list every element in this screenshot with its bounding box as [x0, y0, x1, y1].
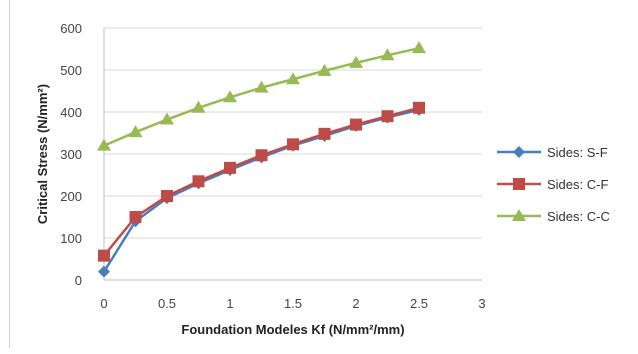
x-axis-title: Foundation Modeles Kf (N/mm²/mm) — [181, 322, 404, 337]
legend: Sides: S-F Sides: C-F Sides: C-C — [497, 145, 610, 224]
y-tick-label: 400 — [60, 105, 82, 120]
y-axis-title: Critical Stress (N/mm²) — [35, 84, 50, 224]
data-point — [318, 127, 331, 140]
legend-marker — [513, 146, 525, 158]
data-point — [255, 149, 268, 162]
data-point — [160, 112, 174, 125]
y-tick-label: 0 — [75, 273, 82, 288]
data-point — [191, 100, 206, 113]
y-tick-label: 100 — [60, 231, 82, 246]
data-point — [286, 72, 300, 85]
data-point — [380, 48, 395, 61]
data-point — [192, 175, 205, 188]
y-tick-label: 600 — [60, 21, 82, 36]
x-tick-label: 1 — [226, 296, 233, 311]
legend-item: Sides: C-F — [497, 177, 608, 192]
x-tick-label: 1.5 — [284, 296, 302, 311]
legend-label: Sides: S-F — [547, 145, 608, 160]
legend-item: Sides: S-F — [497, 145, 608, 160]
series-sides-c-f — [98, 101, 425, 262]
data-point — [224, 161, 236, 174]
data-point — [349, 55, 363, 68]
series-line — [102, 108, 420, 273]
data-point — [97, 138, 111, 151]
series-sides-s-f — [98, 103, 425, 278]
series-sides-c-c — [97, 41, 426, 151]
y-tick-label: 300 — [60, 147, 82, 162]
y-tick-label: 200 — [60, 189, 82, 204]
data-point — [98, 249, 110, 262]
chart-frame-line — [9, 0, 10, 348]
data-point — [128, 125, 143, 138]
data-point — [412, 41, 426, 54]
data-point — [254, 80, 269, 93]
x-tick-label: 0.5 — [158, 296, 176, 311]
y-tick-label: 500 — [60, 63, 82, 78]
y-tick-labels: 0 100 200 300 400 500 600 — [60, 21, 82, 288]
data-point — [223, 90, 237, 103]
series-line — [103, 106, 420, 257]
legend-label: Sides: C-C — [547, 209, 610, 224]
data-point — [287, 138, 299, 151]
gridlines — [104, 27, 482, 239]
data-point — [129, 211, 142, 223]
data-point — [317, 63, 332, 76]
data-point — [98, 265, 110, 278]
legend-marker — [513, 178, 525, 190]
data-point — [161, 190, 173, 202]
axes — [103, 28, 482, 281]
data-point — [413, 101, 425, 114]
x-tick-labels: 0 0.5 1 1.5 2 2.5 3 — [100, 296, 485, 311]
legend-marker — [512, 209, 526, 221]
x-tick-label: 0 — [100, 296, 107, 311]
x-tick-label: 2.5 — [410, 296, 428, 311]
data-point — [350, 118, 362, 131]
legend-item: Sides: C-C — [497, 209, 610, 224]
data-point — [381, 110, 394, 123]
series-group — [97, 41, 426, 278]
x-tick-label: 3 — [478, 296, 485, 311]
x-tick-label: 2 — [352, 296, 359, 311]
series-line — [103, 46, 420, 147]
legend-label: Sides: C-F — [547, 177, 608, 192]
